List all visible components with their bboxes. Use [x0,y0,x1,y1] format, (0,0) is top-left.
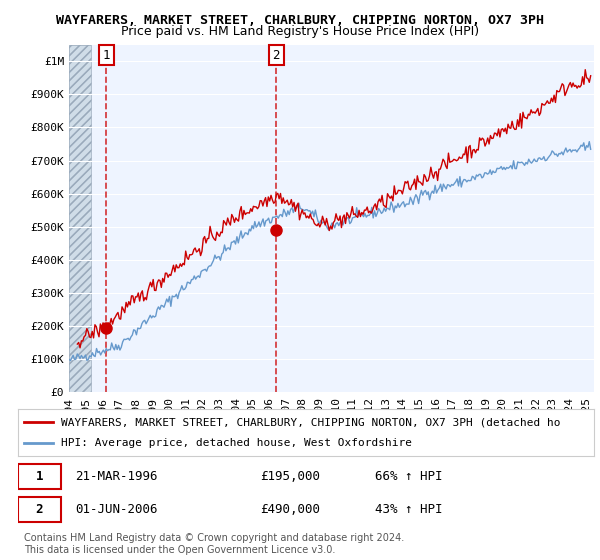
FancyBboxPatch shape [18,497,61,522]
Text: Price paid vs. HM Land Registry's House Price Index (HPI): Price paid vs. HM Land Registry's House … [121,25,479,38]
Text: HPI: Average price, detached house, West Oxfordshire: HPI: Average price, detached house, West… [61,438,412,448]
Text: 2: 2 [272,49,280,62]
Text: 1: 1 [35,470,43,483]
Text: £195,000: £195,000 [260,470,320,483]
Text: 1: 1 [102,49,110,62]
FancyBboxPatch shape [18,464,61,489]
Text: 01-JUN-2006: 01-JUN-2006 [76,503,158,516]
Text: 21-MAR-1996: 21-MAR-1996 [76,470,158,483]
Text: 43% ↑ HPI: 43% ↑ HPI [375,503,443,516]
Text: Contains HM Land Registry data © Crown copyright and database right 2024.
This d: Contains HM Land Registry data © Crown c… [24,533,404,555]
Text: £490,000: £490,000 [260,503,320,516]
Text: WAYFARERS, MARKET STREET, CHARLBURY, CHIPPING NORTON, OX7 3PH (detached ho: WAYFARERS, MARKET STREET, CHARLBURY, CHI… [61,417,561,427]
Text: WAYFARERS, MARKET STREET, CHARLBURY, CHIPPING NORTON, OX7 3PH: WAYFARERS, MARKET STREET, CHARLBURY, CHI… [56,14,544,27]
Text: 2: 2 [35,503,43,516]
Text: 66% ↑ HPI: 66% ↑ HPI [375,470,443,483]
